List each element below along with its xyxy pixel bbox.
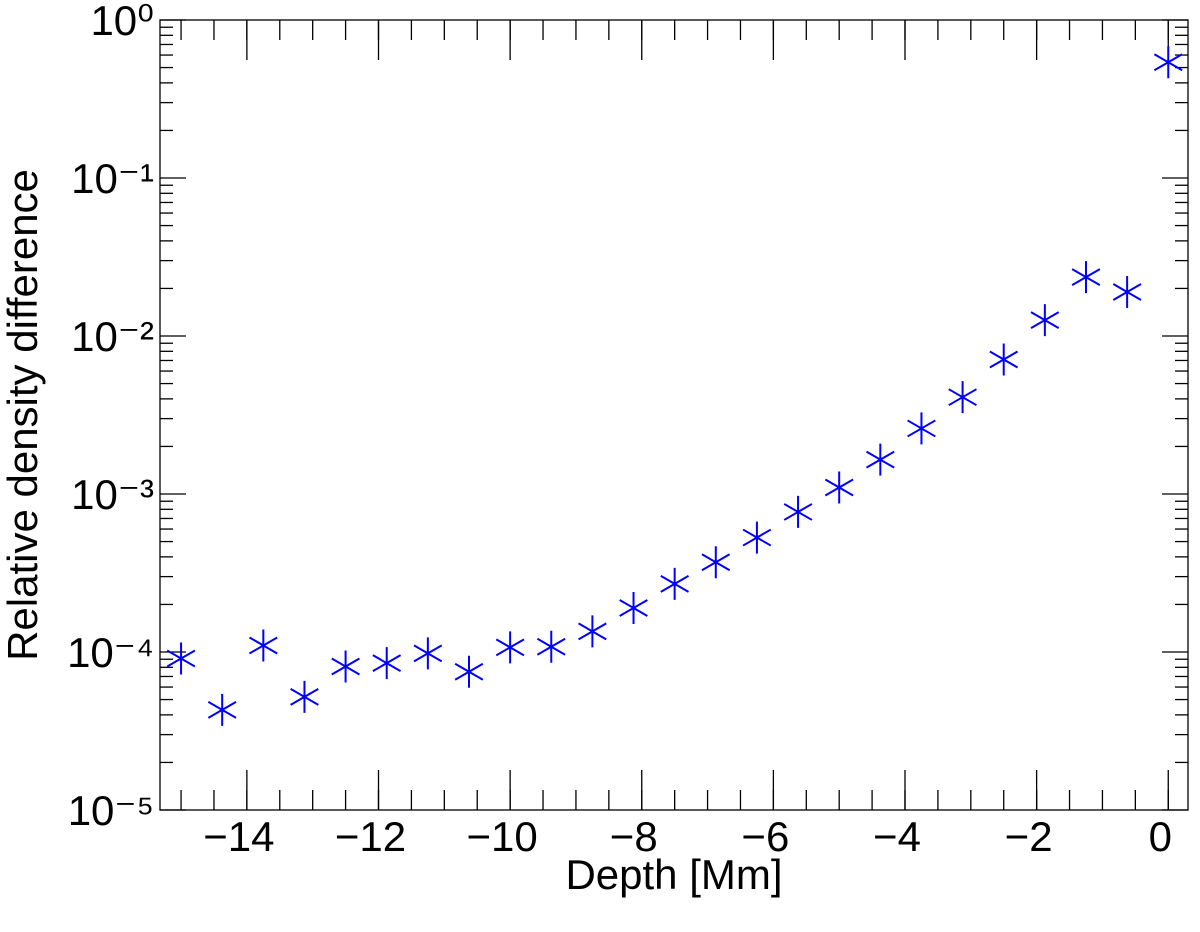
point [783, 495, 813, 528]
point [907, 412, 936, 445]
y-axis-label: Relative density difference [0, 169, 46, 661]
x-tick-label: −8 [610, 813, 658, 860]
y-tick-label: 10⁰ [90, 0, 154, 44]
point [948, 381, 977, 414]
point [578, 615, 607, 648]
point [865, 443, 895, 476]
point [660, 567, 690, 600]
x-tick-label: −4 [873, 813, 921, 860]
x-tick-label: −10 [467, 813, 538, 860]
point [619, 591, 648, 624]
point [207, 693, 237, 726]
point [413, 637, 443, 670]
point [331, 650, 360, 683]
point [495, 631, 525, 664]
point [824, 471, 854, 504]
point [989, 343, 1019, 376]
point [372, 647, 402, 680]
y-tick-label: 10⁻² [71, 313, 154, 360]
y-tick-label: 10⁻¹ [71, 155, 154, 202]
point [742, 521, 772, 554]
y-tick-label: 10⁻⁴ [67, 629, 154, 676]
point [536, 630, 566, 663]
point [166, 642, 196, 675]
x-tick-label: 0 [1149, 813, 1172, 860]
point [1153, 46, 1183, 79]
x-tick-label: −6 [741, 813, 789, 860]
y-tick-label: 10⁻⁵ [68, 787, 154, 834]
point [1030, 304, 1060, 337]
point [454, 655, 484, 688]
point [1071, 261, 1101, 294]
plot-frame [159, 19, 1189, 811]
x-tick-label: −14 [203, 813, 274, 860]
y-tick-label: 10⁻³ [71, 471, 154, 518]
point [701, 546, 731, 579]
point [290, 680, 319, 713]
x-axis-label: Depth [Mm] [565, 851, 782, 898]
point [248, 629, 278, 662]
x-tick-label: −12 [335, 813, 406, 860]
point [1112, 275, 1142, 308]
x-tick-label: −2 [1005, 813, 1053, 860]
